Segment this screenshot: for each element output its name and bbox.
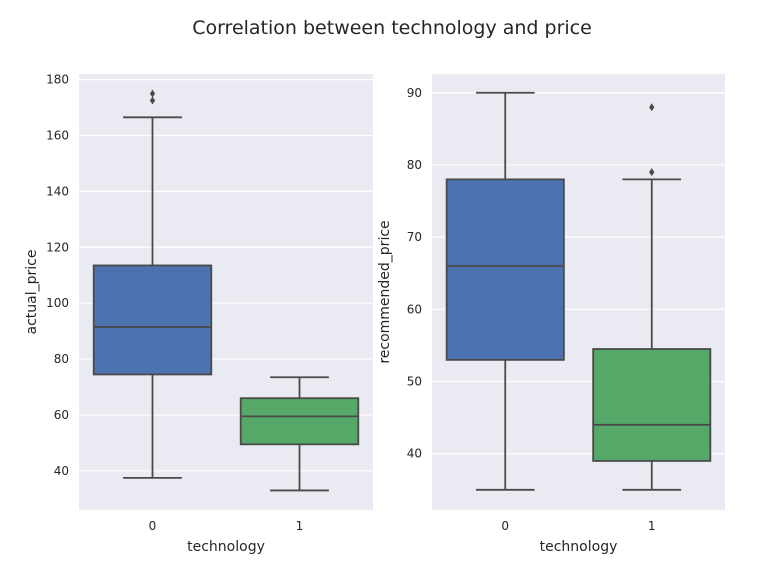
y-axis-label: actual_price [24,250,40,335]
x-tick-label: 0 [501,519,509,533]
y-axis-label: recommended_price [377,220,393,363]
x-tick-label: 0 [149,519,157,533]
box-iqr [592,348,712,462]
actual-price-subplot: 40 60 80 100 120 140 160 180 0 1 technology actual_… [24,73,373,555]
y-tick-label: 180 [46,73,69,87]
x-tick-label: 1 [296,519,304,533]
y-tick-label: 40 [54,464,69,478]
chart-title: Correlation between technology and price [192,17,592,39]
y-tick-label: 60 [407,302,422,316]
x-axis-label: technology [187,539,265,555]
y-tick-label: 90 [407,86,422,100]
y-tick-label: 100 [46,296,69,310]
y-tick-label: 60 [54,408,69,422]
box-iqr [239,397,360,446]
y-tick-label: 120 [46,240,69,254]
x-tick-label: 1 [648,519,656,533]
outlier-point [149,89,156,98]
box-iqr [445,178,565,361]
box-iqr [92,264,213,376]
y-tick-label: 50 [407,375,422,389]
y-tick-label: 80 [407,158,422,172]
y-tick-label: 140 [46,184,69,198]
outlier-point [649,103,655,112]
outlier-point [149,96,156,105]
y-tick-label: 80 [54,352,69,366]
recommended-price-subplot: 40 50 60 70 80 90 0 1 technology recommended_pric… [377,74,725,555]
y-tick-label: 70 [407,230,422,244]
x-axis-label: technology [540,539,618,555]
outlier-point [649,168,655,177]
y-tick-label: 40 [407,447,422,461]
y-tick-label: 160 [46,128,69,142]
